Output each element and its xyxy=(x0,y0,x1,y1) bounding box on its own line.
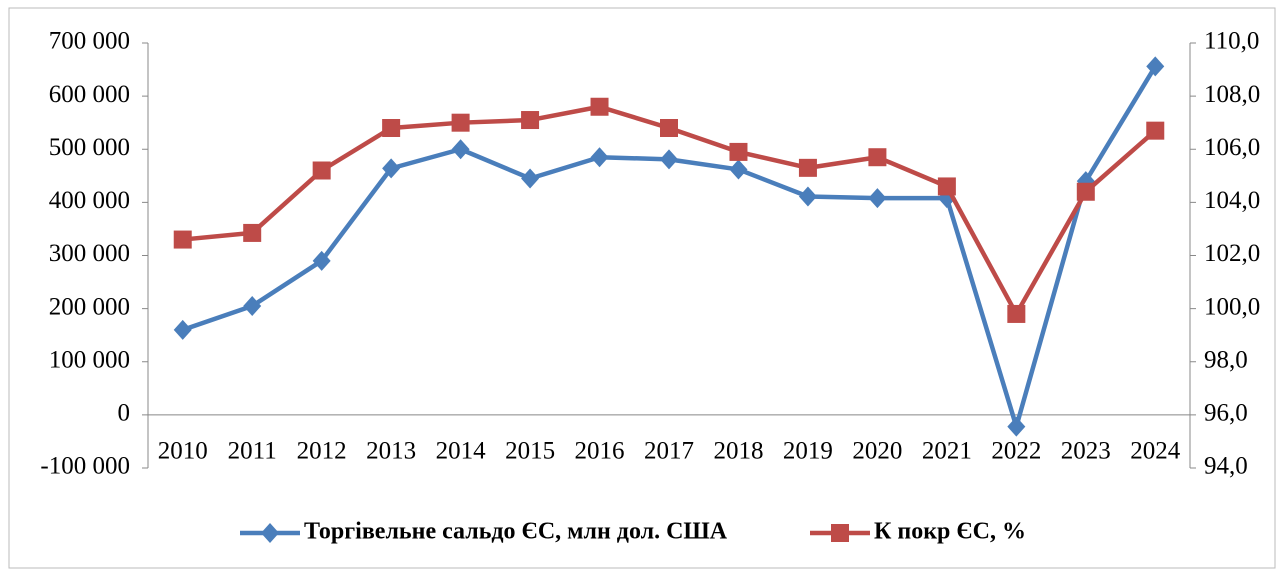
y-tick-label: -100 000 xyxy=(40,453,130,480)
x-tick-label: 2014 xyxy=(436,438,487,465)
x-tick-label: 2012 xyxy=(297,438,347,465)
y2-tick-label: 98,0 xyxy=(1204,346,1248,373)
y-tick-label: 400 000 xyxy=(49,187,130,214)
point xyxy=(868,148,887,167)
point xyxy=(312,250,331,271)
point xyxy=(798,158,817,177)
y-tick-label: 500 000 xyxy=(49,134,130,161)
y2-tick-label: 102,0 xyxy=(1204,240,1260,267)
x-tick-label: 2023 xyxy=(1061,438,1111,465)
x-tick-label: 2021 xyxy=(922,438,972,465)
point xyxy=(1076,182,1095,201)
point xyxy=(173,319,192,340)
point xyxy=(660,149,678,170)
point xyxy=(590,147,609,168)
y-tick-label: 700 000 xyxy=(49,28,130,55)
y2-tick-label: 94,0 xyxy=(1204,453,1248,480)
point xyxy=(1146,56,1165,77)
point xyxy=(1007,304,1026,323)
x-tick-label: 2013 xyxy=(366,438,416,465)
point xyxy=(451,139,470,160)
y2-tick-label: 96,0 xyxy=(1204,400,1248,427)
point xyxy=(243,295,262,316)
point xyxy=(660,119,678,137)
legend-label: Торгівельне сальдо ЄС, млн дол. США xyxy=(304,519,728,545)
x-tick-label: 2019 xyxy=(783,438,833,465)
point xyxy=(868,188,887,209)
point xyxy=(1146,121,1165,140)
point xyxy=(382,158,401,179)
x-tick-label: 2011 xyxy=(228,438,277,465)
x-tick-label: 2015 xyxy=(505,438,555,465)
point xyxy=(590,97,609,116)
y-tick-label: 100 000 xyxy=(49,346,130,373)
y-tick-label: 600 000 xyxy=(49,81,130,108)
y2-tick-label: 100,0 xyxy=(1204,293,1260,320)
point xyxy=(451,113,470,132)
y-tick-label: 200 000 xyxy=(49,293,130,320)
point xyxy=(243,223,262,242)
chart-frame xyxy=(8,7,1276,569)
x-tick-label: 2020 xyxy=(852,438,902,465)
point xyxy=(729,159,748,180)
point xyxy=(798,186,817,207)
y-tick-label: 300 000 xyxy=(49,240,130,267)
point xyxy=(173,230,192,249)
x-tick-label: 2016 xyxy=(575,438,625,465)
legend-marker xyxy=(831,524,849,542)
point xyxy=(729,142,748,161)
y-tick-label: 0 xyxy=(118,400,131,427)
x-tick-label: 2017 xyxy=(644,438,694,465)
point xyxy=(382,119,401,137)
point xyxy=(1007,416,1026,437)
y2-tick-label: 110,0 xyxy=(1204,28,1259,55)
point xyxy=(521,168,540,189)
point xyxy=(937,177,956,196)
y2-tick-label: 106,0 xyxy=(1204,134,1260,161)
legend-marker xyxy=(261,523,279,543)
legend-label: К покр ЄС, % xyxy=(874,519,1026,545)
x-tick-label: 2024 xyxy=(1130,438,1181,465)
x-tick-label: 2022 xyxy=(991,438,1041,465)
x-tick-label: 2018 xyxy=(713,438,763,465)
y2-tick-label: 108,0 xyxy=(1204,81,1260,108)
point xyxy=(312,161,331,180)
y2-tick-label: 104,0 xyxy=(1204,187,1260,214)
point xyxy=(521,111,540,130)
x-tick-label: 2010 xyxy=(158,438,208,465)
